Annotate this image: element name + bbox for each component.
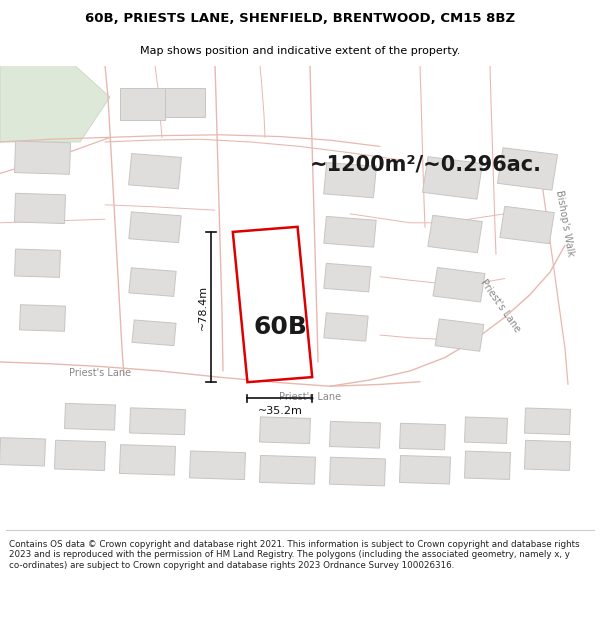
Polygon shape [524,441,571,471]
Polygon shape [259,456,316,484]
Text: Priest's Lane: Priest's Lane [69,368,131,378]
Text: ~1200m²/~0.296ac.: ~1200m²/~0.296ac. [310,154,542,174]
Text: Map shows position and indicative extent of the property.: Map shows position and indicative extent… [140,46,460,56]
Polygon shape [130,408,185,435]
Polygon shape [14,193,65,224]
Text: Priest's Lane: Priest's Lane [478,277,522,334]
Text: 60B, PRIESTS LANE, SHENFIELD, BRENTWOOD, CM15 8BZ: 60B, PRIESTS LANE, SHENFIELD, BRENTWOOD,… [85,12,515,25]
Text: 60B: 60B [254,315,307,339]
Polygon shape [14,141,71,174]
Polygon shape [428,216,482,252]
Polygon shape [119,444,176,475]
Polygon shape [120,88,165,119]
Polygon shape [0,438,46,466]
Polygon shape [128,154,181,189]
Polygon shape [190,451,245,479]
Polygon shape [422,157,482,199]
Text: Contains OS data © Crown copyright and database right 2021. This information is : Contains OS data © Crown copyright and d… [9,540,580,569]
Polygon shape [0,66,110,142]
Polygon shape [329,458,386,486]
Polygon shape [65,403,115,430]
Polygon shape [400,423,445,450]
Polygon shape [435,319,484,351]
Polygon shape [233,227,312,382]
Polygon shape [129,212,181,243]
Polygon shape [129,268,176,296]
Text: ~35.2m: ~35.2m [257,406,302,416]
Polygon shape [324,216,376,247]
Polygon shape [500,206,554,244]
Polygon shape [324,263,371,292]
Polygon shape [464,451,511,479]
Polygon shape [464,417,508,444]
Polygon shape [400,456,451,484]
Text: Bishop's Walk: Bishop's Walk [554,189,576,257]
Text: Priest's Lane: Priest's Lane [279,392,341,402]
Polygon shape [14,249,61,278]
Polygon shape [524,408,571,434]
Polygon shape [165,88,205,117]
Polygon shape [497,148,557,190]
Polygon shape [323,162,376,198]
Text: ~78.4m: ~78.4m [198,284,208,329]
Polygon shape [329,421,380,448]
Polygon shape [324,312,368,341]
Polygon shape [260,417,310,444]
Polygon shape [55,440,106,471]
Polygon shape [132,320,176,346]
Polygon shape [20,305,65,331]
Polygon shape [433,268,485,302]
